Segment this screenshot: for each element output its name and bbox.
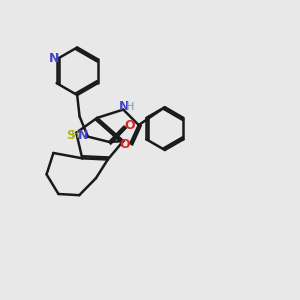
Text: N: N: [119, 100, 129, 113]
Text: H: H: [126, 102, 134, 112]
Text: N: N: [78, 129, 88, 142]
Text: O: O: [119, 138, 130, 152]
Text: N: N: [49, 52, 60, 65]
Text: O: O: [124, 119, 134, 132]
Text: H: H: [71, 130, 80, 140]
Text: S: S: [66, 129, 75, 142]
